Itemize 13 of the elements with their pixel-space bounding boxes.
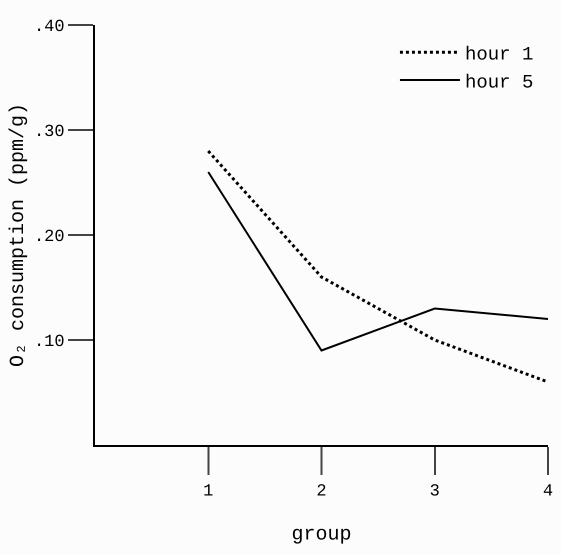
legend-label: hour 5 [464,71,534,94]
line-series [206,150,548,384]
y-tick-label: .10 [34,332,65,352]
x-tick-label: 4 [542,482,554,502]
y-tick-label: .40 [34,18,65,37]
x-tick-label: 3 [430,482,440,502]
y-axis-title: O₂ consumption (ppm/g) [6,102,30,368]
legend-label: hour 1 [464,44,534,66]
y-tick-label: .30 [34,122,65,142]
x-tick-label: 1 [203,482,214,502]
x-tick-label: 2 [316,482,327,502]
x-axis-title: group [291,523,352,546]
y-tick-label: .20 [34,228,65,247]
